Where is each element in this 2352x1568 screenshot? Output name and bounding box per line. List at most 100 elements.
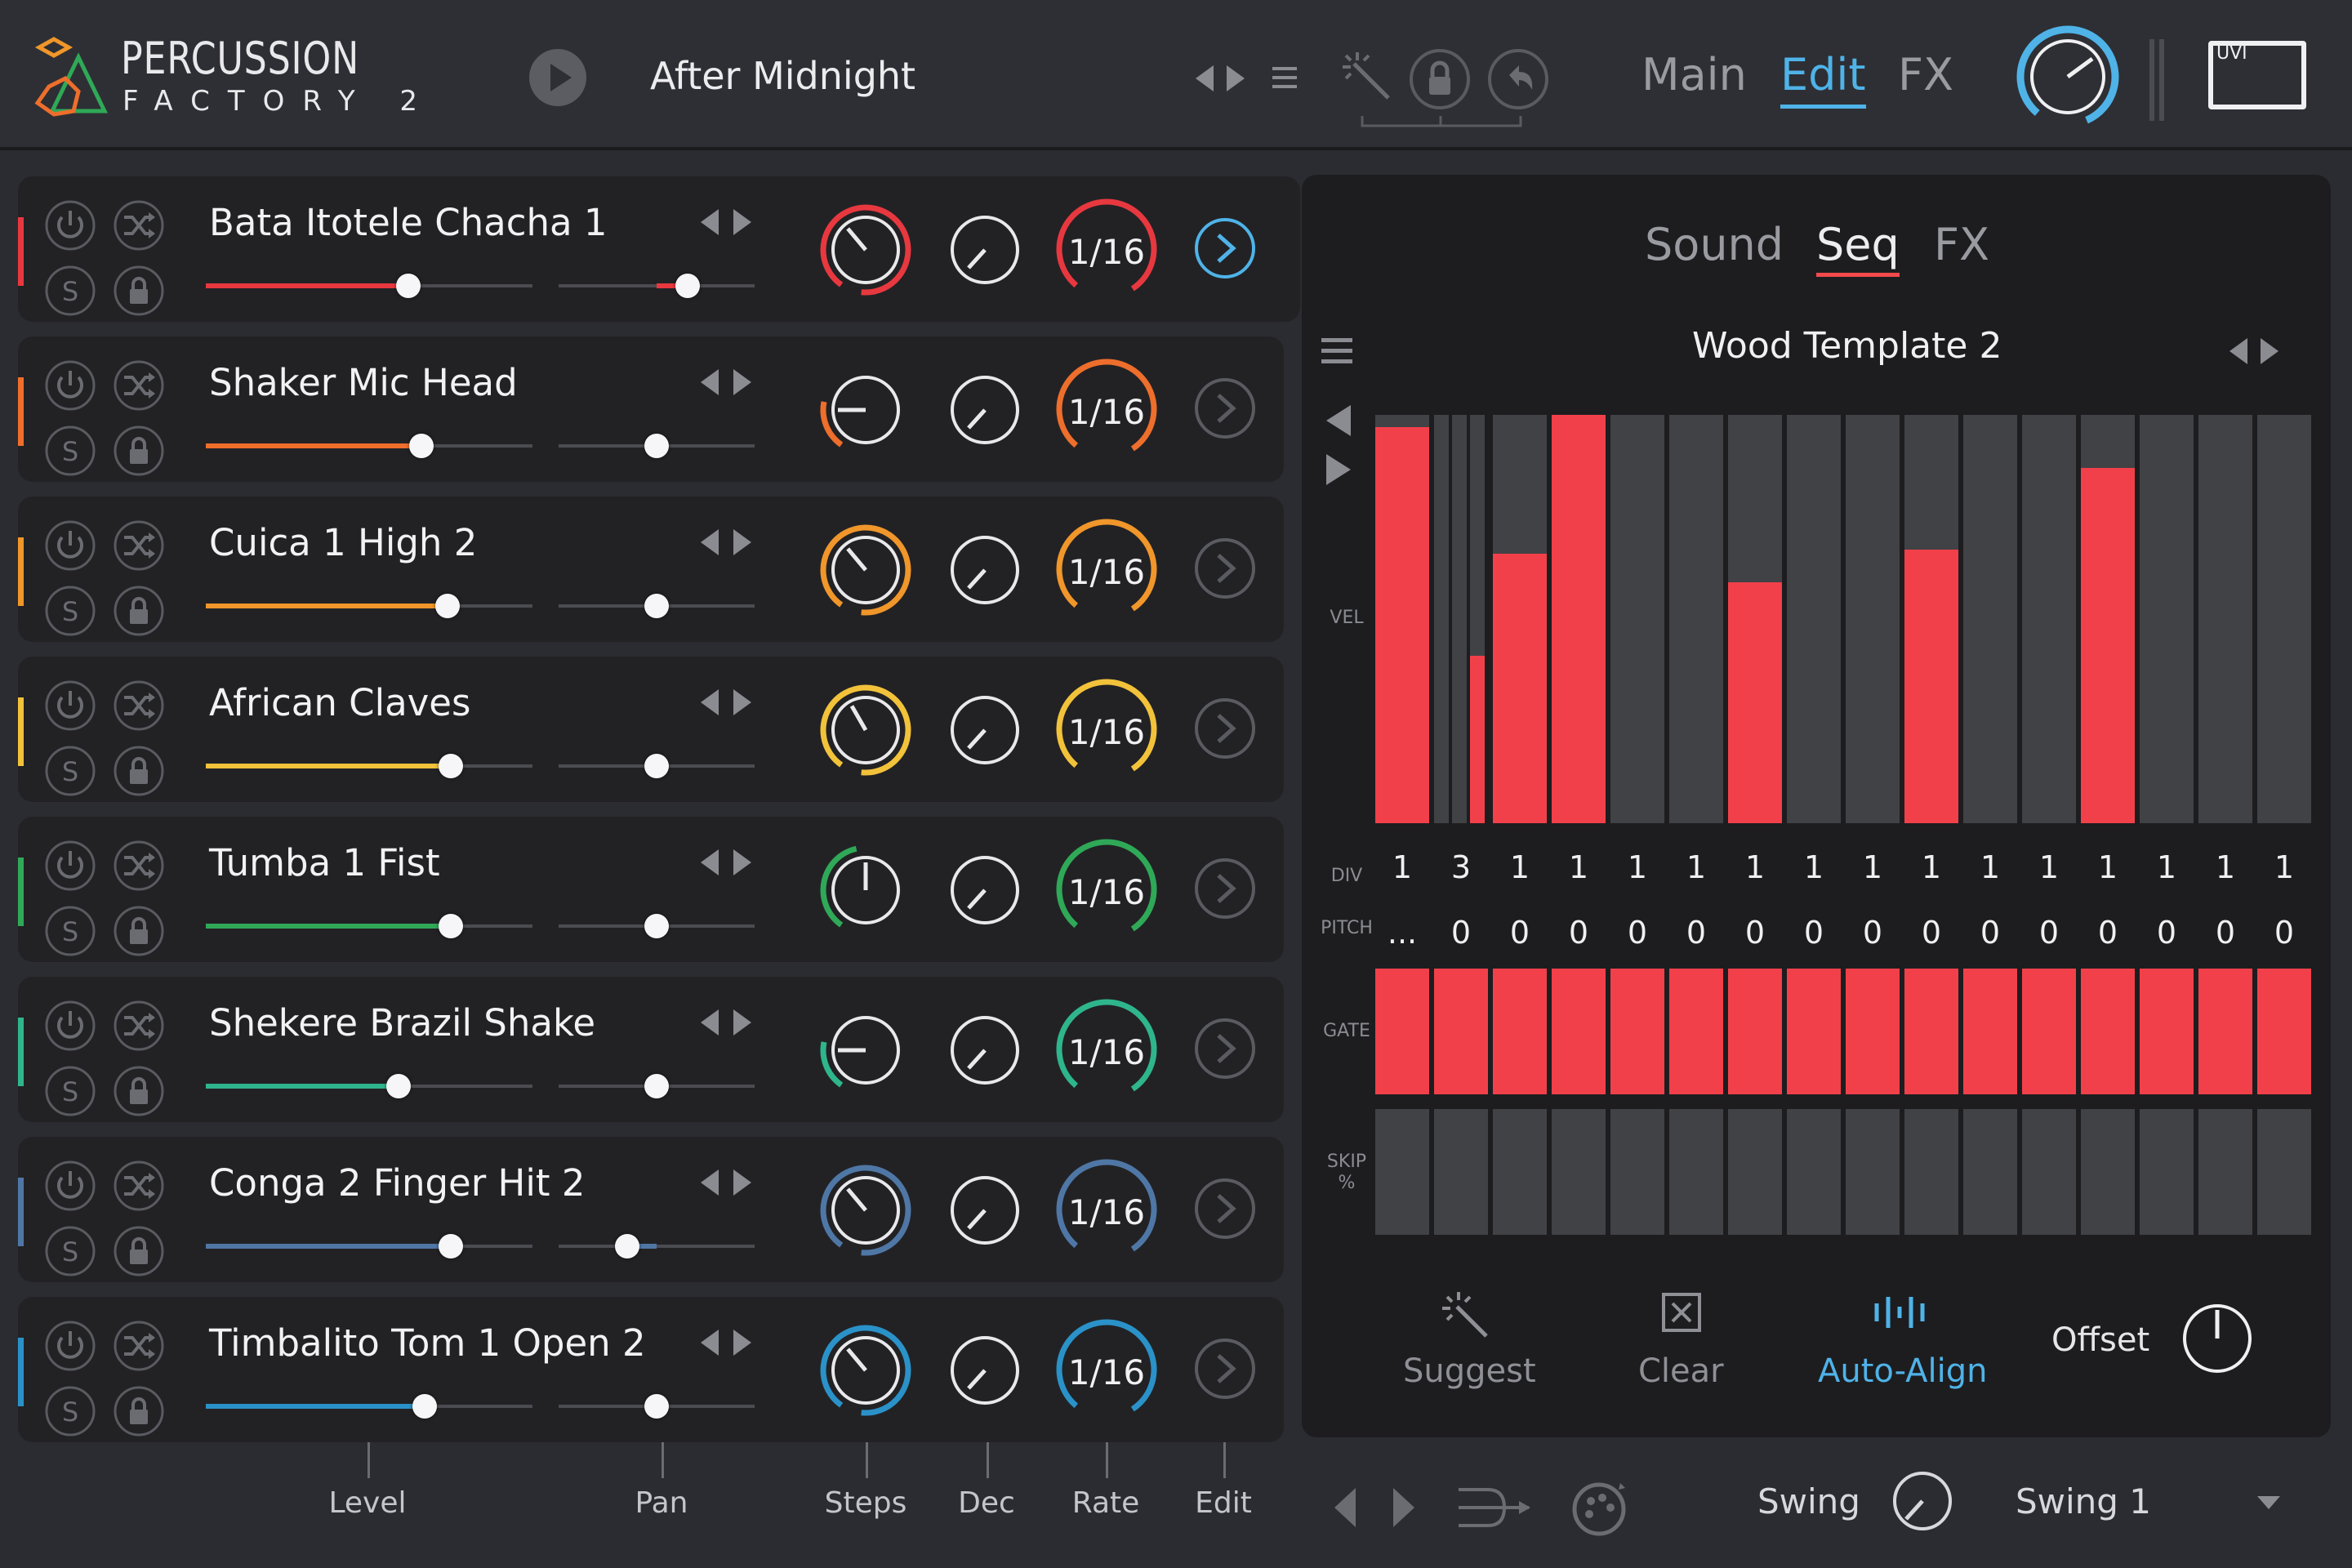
track-name[interactable]: Timbalito Tom 1 Open 2 bbox=[209, 1321, 646, 1365]
velocity-step[interactable] bbox=[2022, 415, 2076, 823]
skip-step[interactable] bbox=[1610, 1109, 1664, 1235]
lock-icon[interactable] bbox=[113, 265, 165, 317]
route-arrow-icon[interactable] bbox=[1455, 1481, 1534, 1534]
gate-step[interactable] bbox=[2022, 969, 2076, 1094]
velocity-step[interactable] bbox=[2257, 415, 2311, 823]
step-shift-arrows[interactable] bbox=[1323, 403, 1352, 493]
solo-button[interactable]: S bbox=[44, 1385, 96, 1437]
subtab-seq[interactable]: Seq bbox=[1816, 219, 1900, 277]
rate-knob[interactable] bbox=[1054, 356, 1160, 462]
solo-button[interactable]: S bbox=[44, 905, 96, 957]
shuffle-icon[interactable] bbox=[113, 1160, 165, 1212]
skip-step[interactable] bbox=[2198, 1109, 2252, 1235]
solo-button[interactable]: S bbox=[44, 1065, 96, 1117]
shuffle-icon[interactable] bbox=[113, 679, 165, 732]
solo-button[interactable]: S bbox=[44, 425, 96, 477]
power-icon[interactable] bbox=[44, 679, 96, 732]
skip-step[interactable] bbox=[2022, 1109, 2076, 1235]
decay-knob[interactable] bbox=[944, 1330, 1026, 1411]
velocity-step[interactable] bbox=[1846, 415, 1900, 823]
lock-icon[interactable] bbox=[113, 1065, 165, 1117]
sample-prev-next-icon[interactable] bbox=[699, 1326, 753, 1359]
level-slider-handle[interactable] bbox=[409, 434, 434, 458]
pitch-cell[interactable]: 0 bbox=[2038, 915, 2060, 951]
preset-name[interactable]: After Midnight bbox=[650, 54, 916, 98]
rate-knob[interactable] bbox=[1054, 676, 1160, 782]
shuffle-icon[interactable] bbox=[113, 1320, 165, 1372]
pitch-cell[interactable]: 0 bbox=[2215, 915, 2236, 951]
velocity-step[interactable] bbox=[1963, 415, 2017, 823]
lock-icon[interactable] bbox=[113, 905, 165, 957]
steps-knob[interactable] bbox=[817, 1001, 915, 1099]
lock-icon[interactable] bbox=[113, 425, 165, 477]
velocity-step[interactable] bbox=[1493, 415, 1547, 823]
div-cell[interactable]: 1 bbox=[1862, 849, 1883, 885]
undo-icon[interactable] bbox=[1486, 47, 1550, 111]
gate-step[interactable] bbox=[1493, 969, 1547, 1094]
velocity-step[interactable] bbox=[1610, 415, 1664, 823]
gate-step[interactable] bbox=[1669, 969, 1723, 1094]
steps-knob[interactable] bbox=[817, 681, 915, 779]
play-button[interactable] bbox=[528, 47, 588, 108]
gate-step[interactable] bbox=[1434, 969, 1488, 1094]
pitch-cell[interactable]: 0 bbox=[1803, 915, 1824, 951]
pan-slider-track[interactable] bbox=[559, 1245, 755, 1248]
steps-knob[interactable] bbox=[817, 841, 915, 939]
pitch-cell[interactable]: 0 bbox=[1921, 915, 1942, 951]
skip-step[interactable] bbox=[1904, 1109, 1958, 1235]
track-name[interactable]: Shekere Brazil Shake bbox=[209, 1001, 596, 1045]
rate-knob[interactable] bbox=[1054, 196, 1160, 302]
div-cell[interactable]: 1 bbox=[1627, 849, 1648, 885]
decay-knob[interactable] bbox=[944, 849, 1026, 931]
sample-prev-next-icon[interactable] bbox=[699, 1006, 753, 1039]
clear-button[interactable]: Clear bbox=[1638, 1352, 1724, 1390]
decay-knob[interactable] bbox=[944, 689, 1026, 771]
pan-slider-handle[interactable] bbox=[644, 914, 669, 938]
edit-track-button[interactable] bbox=[1192, 1336, 1258, 1401]
skip-step[interactable] bbox=[1493, 1109, 1547, 1235]
pan-slider-handle[interactable] bbox=[644, 754, 669, 778]
steps-knob[interactable] bbox=[817, 1321, 915, 1419]
solo-button[interactable]: S bbox=[44, 265, 96, 317]
div-cell[interactable]: 1 bbox=[1392, 849, 1413, 885]
level-slider-handle[interactable] bbox=[412, 1394, 437, 1419]
pitch-cell[interactable]: 0 bbox=[1862, 915, 1883, 951]
power-icon[interactable] bbox=[44, 1320, 96, 1372]
sample-prev-next-icon[interactable] bbox=[699, 526, 753, 559]
level-slider-handle[interactable] bbox=[439, 1234, 463, 1258]
sample-prev-next-icon[interactable] bbox=[699, 206, 753, 238]
gate-step[interactable] bbox=[1728, 969, 1782, 1094]
track-name[interactable]: Cuica 1 High 2 bbox=[209, 521, 478, 564]
velocity-step[interactable] bbox=[2198, 415, 2252, 823]
velocity-step[interactable] bbox=[2081, 415, 2135, 823]
skip-step[interactable] bbox=[2257, 1109, 2311, 1235]
div-cell[interactable]: 1 bbox=[1568, 849, 1589, 885]
solo-button[interactable]: S bbox=[44, 585, 96, 637]
pan-slider-handle[interactable] bbox=[644, 1074, 669, 1098]
skip-step[interactable] bbox=[1846, 1109, 1900, 1235]
tab-edit[interactable]: Edit bbox=[1780, 49, 1866, 109]
velocity-substep[interactable] bbox=[1434, 415, 1449, 823]
pan-slider-handle[interactable] bbox=[675, 274, 701, 298]
pitch-cell[interactable]: 0 bbox=[1686, 915, 1707, 951]
velocity-step[interactable] bbox=[1728, 415, 1782, 823]
skip-step[interactable] bbox=[2140, 1109, 2194, 1235]
velocity-step[interactable] bbox=[2140, 415, 2194, 823]
power-icon[interactable] bbox=[44, 1000, 96, 1052]
edit-track-button[interactable] bbox=[1192, 536, 1258, 601]
gate-step[interactable] bbox=[2140, 969, 2194, 1094]
shuffle-icon[interactable] bbox=[113, 199, 165, 252]
template-name[interactable]: Wood Template 2 bbox=[1692, 325, 2002, 367]
div-cell[interactable]: 3 bbox=[1450, 849, 1472, 885]
velocity-substep[interactable] bbox=[1470, 415, 1485, 823]
tab-main[interactable]: Main bbox=[1642, 49, 1747, 100]
div-cell[interactable]: 1 bbox=[2274, 849, 2295, 885]
gate-step[interactable] bbox=[1963, 969, 2017, 1094]
div-cell[interactable]: 1 bbox=[2038, 849, 2060, 885]
skip-step[interactable] bbox=[1669, 1109, 1723, 1235]
lock-icon[interactable] bbox=[113, 585, 165, 637]
sample-prev-next-icon[interactable] bbox=[699, 1166, 753, 1199]
velocity-step[interactable] bbox=[1787, 415, 1841, 823]
edit-track-button[interactable] bbox=[1192, 696, 1258, 761]
pan-slider-handle[interactable] bbox=[615, 1234, 639, 1258]
